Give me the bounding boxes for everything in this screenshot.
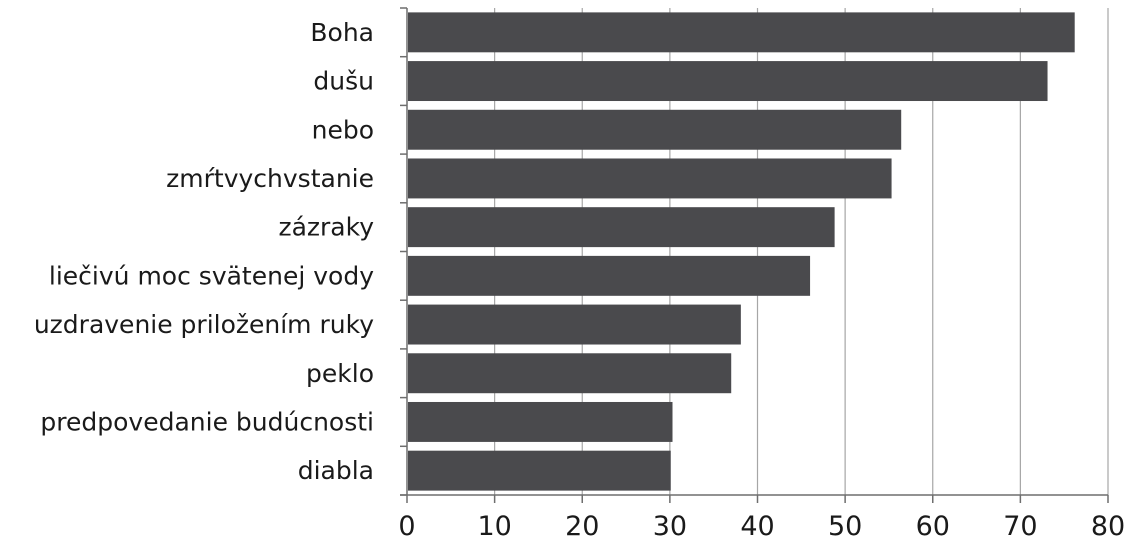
category-label-4: zmŕtvychvstanie bbox=[166, 164, 374, 193]
bar-8 bbox=[408, 353, 732, 394]
category-label-9: predpovedanie budúcnosti bbox=[40, 407, 374, 436]
x-tick-label-40: 40 bbox=[740, 511, 774, 542]
category-label-10: diabla bbox=[298, 456, 374, 485]
bar-10 bbox=[408, 450, 671, 491]
bar-2 bbox=[408, 61, 1048, 102]
x-tick-labels: 0 10 20 30 40 50 60 70 80 bbox=[398, 511, 1125, 542]
axes bbox=[400, 7, 1109, 503]
category-label-6: liečivú moc svätenej vody bbox=[49, 261, 374, 290]
category-label-5: zázraky bbox=[278, 213, 374, 242]
category-label-7: uzdravenie priložením ruky bbox=[34, 310, 374, 339]
bar-5 bbox=[408, 207, 835, 248]
bar-1 bbox=[408, 12, 1075, 53]
x-tick-label-50: 50 bbox=[828, 511, 862, 542]
x-tick-label-80: 80 bbox=[1091, 511, 1125, 542]
bar-7 bbox=[408, 304, 741, 345]
bars bbox=[408, 12, 1075, 491]
x-tick-label-30: 30 bbox=[653, 511, 687, 542]
bar-3 bbox=[408, 109, 902, 150]
category-label-2: dušu bbox=[313, 67, 374, 96]
bar-6 bbox=[408, 255, 811, 296]
category-label-1: Boha bbox=[310, 18, 374, 47]
x-tick-label-60: 60 bbox=[916, 511, 950, 542]
x-tick-label-70: 70 bbox=[1003, 511, 1037, 542]
category-label-3: nebo bbox=[312, 115, 374, 144]
category-label-8: peklo bbox=[306, 359, 374, 388]
bar-9 bbox=[408, 401, 673, 442]
category-labels: Boha dušu nebo zmŕtvychvstanie zázraky liečiv… bbox=[34, 18, 374, 485]
x-tick-label-0: 0 bbox=[398, 511, 415, 542]
bar-4 bbox=[408, 158, 892, 199]
x-tick-label-20: 20 bbox=[565, 511, 599, 542]
x-tick-label-10: 10 bbox=[477, 511, 511, 542]
